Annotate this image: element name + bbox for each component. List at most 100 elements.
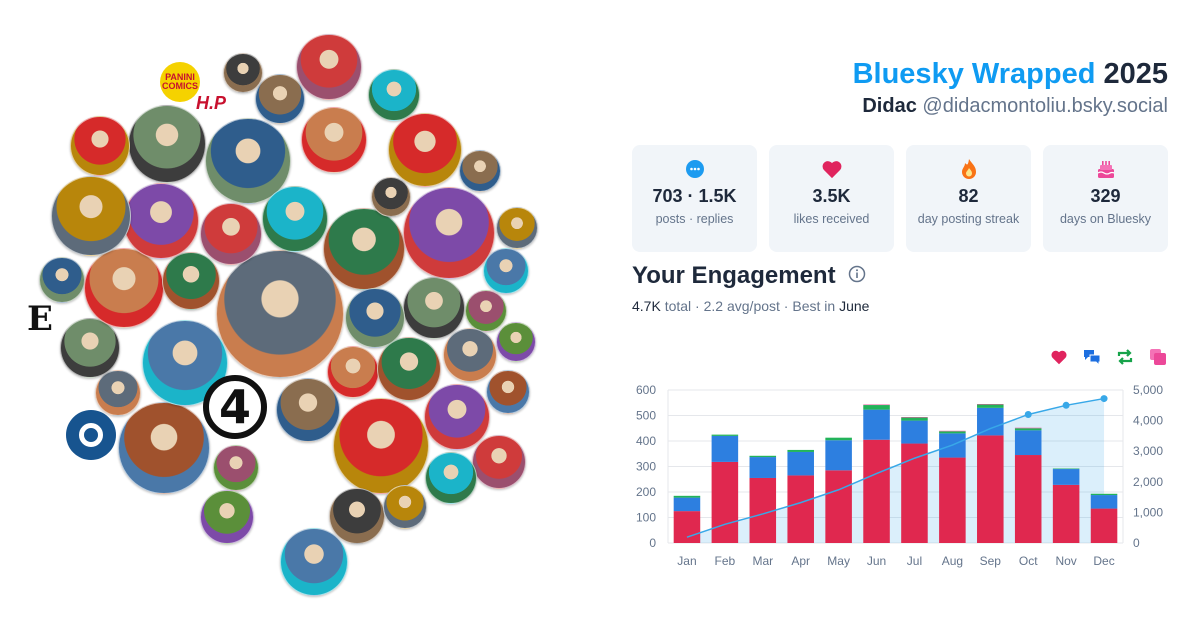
avatar-bubble [443,328,497,382]
stat-card-posts: 703 · 1.5K posts · replies [632,145,757,252]
bar-replies [863,409,890,440]
y-right-tick-label: 1,000 [1133,505,1163,519]
user-line: Didac @didacmontoliu.bsky.social [862,95,1168,118]
bar-quotes [1014,427,1042,429]
y-left-tick-label: 200 [636,485,656,499]
fantastic-four-logo-icon: 4 [203,375,267,439]
avatar-bubble [162,252,220,310]
bar-likes [901,443,928,543]
avatar-bubble [388,113,462,187]
stat-card-streak: 82 day posting streak [906,145,1031,252]
x-tick-label: Mar [752,554,773,568]
user-handle: @didacmontoliu.bsky.social [922,95,1168,117]
x-tick-label: Dec [1093,554,1114,568]
y-left-tick-label: 0 [649,536,656,550]
info-icon[interactable] [848,262,866,290]
bar-reposts [1052,468,1080,470]
cumulative-point [1062,401,1070,409]
stat-label: day posting streak [917,212,1020,226]
bar-reposts [901,417,928,421]
stat-card-days: 329 days on Bluesky [1043,145,1168,252]
x-tick-label: Jan [677,554,696,568]
stat-label: posts · replies [655,212,734,226]
avatar-bubble [39,257,85,303]
avatar-bubble [496,322,536,362]
flame-icon [958,158,980,180]
y-right-tick-label: 0 [1133,536,1140,550]
panini-comics-logo-icon: PANINI COMICS [160,62,200,102]
avatar-bubble [84,248,164,328]
avatar-bubble [216,250,344,378]
y-right-tick-label: 2,000 [1133,475,1163,489]
avatar-bubble [200,490,254,544]
bar-reposts [1090,493,1118,496]
avatar-bubble [123,183,199,259]
bar-replies [1090,495,1118,509]
bar-reposts [673,495,701,498]
avatar-bubble [425,452,477,504]
best-month: June [839,298,870,314]
avatar-bubble [262,186,328,252]
y-right-tick-label: 4,000 [1133,414,1163,428]
bar-reposts [863,405,890,410]
avg-per-post: 2.2 avg/post [703,298,780,314]
avatar-bubble [60,318,120,378]
avatar-bubble [276,378,340,442]
bar-quotes [939,430,966,432]
e-logo-icon: E [27,299,53,339]
x-tick-label: Jul [907,554,922,568]
bar-likes [939,457,966,543]
avatar-bubble-cloud [39,34,538,596]
bar-reposts [711,434,739,436]
bar-replies [825,440,852,471]
x-tick-label: Oct [1019,554,1038,568]
heart-icon[interactable] [1049,347,1069,367]
y-left-tick-label: 600 [636,383,656,397]
y-left-tick-label: 100 [636,511,656,525]
avatar-bubble [205,118,291,204]
avatar-bubble [95,370,141,416]
engagement-summary: 4.7K total · 2.2 avg/post · Best in June [632,298,870,314]
bar-replies [1014,430,1042,456]
display-name: Didac [862,95,917,117]
avatar-bubble [496,207,538,249]
y-left-tick-label: 500 [636,409,656,423]
bar-quotes [977,404,1004,405]
engagement-heading: Your Engagement [632,262,866,290]
avatar-bubble [327,346,379,398]
quote-icon[interactable] [1148,347,1168,367]
avatar-bubble [472,435,526,489]
avatar-bubble [486,370,530,414]
page-title: Bluesky Wrapped 2025 [853,58,1168,91]
brand-title: Bluesky Wrapped [852,58,1096,90]
avatar-bubble [51,176,131,256]
total-label: total [664,298,692,314]
bar-replies [901,420,928,444]
cake-icon [1095,158,1117,180]
bar-replies [787,451,814,476]
bar-reposts [1014,428,1042,431]
avatar-bubble [368,69,420,121]
bar-likes [977,435,1004,543]
avatar-bubble [213,445,259,491]
bar-likes [863,439,890,543]
avatar-bubble [323,208,405,290]
stat-value: 3.5K [812,186,851,206]
repost-icon[interactable] [1115,347,1135,367]
x-tick-label: Sep [980,554,1002,568]
avatar-bubble [345,288,405,348]
avatar-bubble [371,177,411,217]
bar-replies [711,435,739,462]
bar-likes [1090,508,1118,543]
avatar-bubble [424,384,490,450]
x-tick-label: Apr [791,554,810,568]
avatar-bubble [280,528,348,596]
best-prefix: Best in [792,298,836,314]
bar-quotes [901,417,928,418]
bar-replies [1052,469,1080,485]
x-tick-label: Aug [942,554,963,568]
replies-icon[interactable] [1082,347,1102,367]
bar-likes [711,461,739,543]
ring-logo-icon [66,410,116,460]
stat-value: 329 [1090,186,1121,206]
